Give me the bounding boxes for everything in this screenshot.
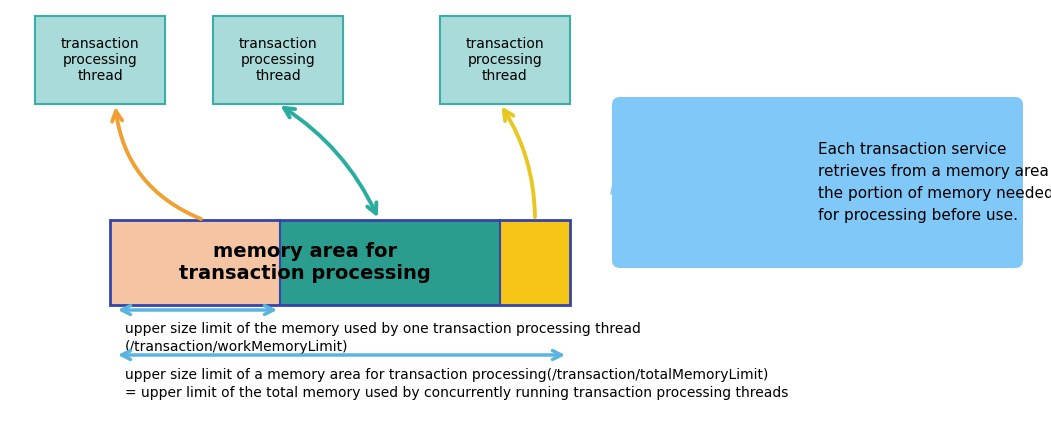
Text: upper size limit of a memory area for transaction processing(/transaction/totalM: upper size limit of a memory area for tr…	[125, 368, 788, 401]
Bar	[213, 16, 343, 104]
FancyBboxPatch shape	[612, 97, 1023, 268]
Bar	[110, 220, 570, 305]
Polygon shape	[610, 144, 620, 195]
Bar	[110, 220, 280, 305]
Bar	[35, 16, 165, 104]
Text: Each transaction service
retrieves from a memory area
the portion of memory need: Each transaction service retrieves from …	[818, 142, 1051, 223]
Text: transaction
processing
thread: transaction processing thread	[239, 37, 317, 83]
Text: upper size limit of the memory used by one transaction processing thread
(/trans: upper size limit of the memory used by o…	[125, 322, 641, 354]
Text: memory area for
transaction processing: memory area for transaction processing	[179, 242, 431, 283]
Text: transaction
processing
thread: transaction processing thread	[466, 37, 544, 83]
Bar	[280, 220, 500, 305]
Bar	[500, 220, 570, 305]
Bar	[440, 16, 570, 104]
Text: transaction
processing
thread: transaction processing thread	[61, 37, 140, 83]
